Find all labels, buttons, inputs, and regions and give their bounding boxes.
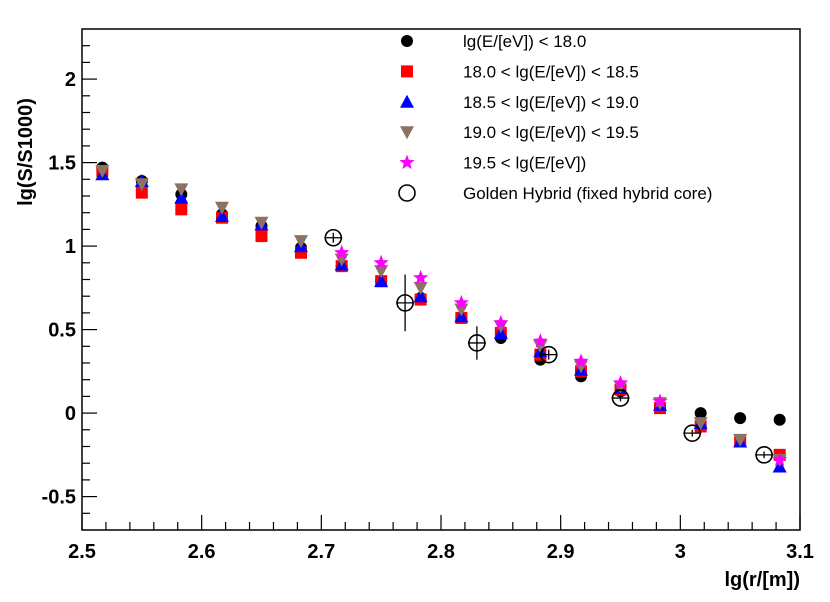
data-point — [255, 230, 268, 243]
data-point — [215, 201, 230, 215]
data-point — [135, 186, 148, 199]
data-point — [95, 164, 110, 178]
data-point — [215, 209, 230, 223]
data-point — [733, 433, 748, 447]
series-4 — [334, 244, 788, 467]
legend-marker — [400, 126, 414, 140]
data-point — [573, 353, 589, 368]
x-tick-label: 2.5 — [68, 541, 96, 563]
y-tick-label: 2 — [65, 69, 76, 91]
data-point — [396, 294, 414, 312]
y-tick-label: 1.5 — [48, 153, 76, 175]
legend-marker — [401, 65, 413, 78]
x-axis-title: lg(r/[m]) — [724, 569, 800, 591]
data-point — [134, 178, 149, 192]
legend-marker — [401, 35, 413, 47]
series-5 — [324, 228, 774, 464]
data-point — [652, 393, 668, 408]
data-point — [539, 345, 558, 364]
y-tick-label: -0.5 — [42, 487, 76, 509]
data-point — [413, 281, 428, 295]
legend-marker — [398, 184, 416, 202]
x-tick-label: 2.6 — [188, 541, 216, 563]
data-points — [95, 161, 788, 473]
x-tick-label: 3.1 — [786, 541, 814, 563]
legend: lg(E/[eV]) < 18.0 18.0 < lg(E/[eV]) < 18.… — [398, 32, 712, 203]
legend-label: 18.5 < lg(E/[eV]) < 19.0 — [463, 93, 639, 112]
axis-ticks — [81, 45, 801, 530]
data-point — [468, 334, 486, 352]
tick-labels: 2.5 2.6 2.7 2.8 2.9 3 3.1 -0.5 0 0.5 1 1.5 2 — [42, 69, 814, 563]
data-point — [772, 451, 788, 467]
data-point — [532, 333, 548, 348]
data-point — [693, 417, 708, 431]
y-tick-label: 0.5 — [48, 320, 76, 342]
data-point — [334, 244, 350, 260]
y-tick-label: 1 — [65, 236, 76, 258]
legend-label: 19.5 < lg(E/[eV]) — [463, 154, 586, 173]
x-tick-label: 2.8 — [427, 541, 455, 563]
data-point — [175, 203, 188, 216]
data-point — [755, 446, 773, 464]
y-axis-title: lg(S/S1000) — [15, 98, 37, 206]
legend-marker — [400, 94, 414, 108]
data-point — [174, 190, 189, 204]
legend-label: Golden Hybrid (fixed hybrid core) — [463, 184, 712, 203]
data-point — [683, 424, 702, 442]
legend-label: 19.0 < lg(E/[eV]) < 19.5 — [463, 123, 639, 142]
legend-marker — [399, 154, 415, 170]
data-point — [612, 375, 629, 390]
x-tick-label: 2.9 — [547, 541, 575, 563]
legend-label: 18.0 < lg(E/[eV]) < 18.5 — [463, 62, 639, 81]
y-tick-label: 0 — [65, 403, 76, 425]
data-point — [373, 254, 389, 270]
data-point — [694, 407, 707, 420]
x-tick-label: 3 — [675, 541, 686, 563]
data-point — [453, 294, 469, 310]
data-point — [174, 183, 189, 197]
data-point — [324, 228, 343, 247]
x-tick-label: 2.7 — [307, 541, 335, 563]
data-point — [413, 289, 428, 303]
legend-label: lg(E/[eV]) < 18.0 — [463, 32, 586, 51]
data-point — [254, 216, 269, 230]
data-point — [413, 269, 429, 285]
data-point — [734, 412, 747, 425]
data-point — [374, 274, 389, 288]
data-point — [493, 314, 509, 330]
data-point — [293, 235, 308, 249]
data-point — [611, 389, 630, 407]
data-point — [773, 413, 786, 426]
